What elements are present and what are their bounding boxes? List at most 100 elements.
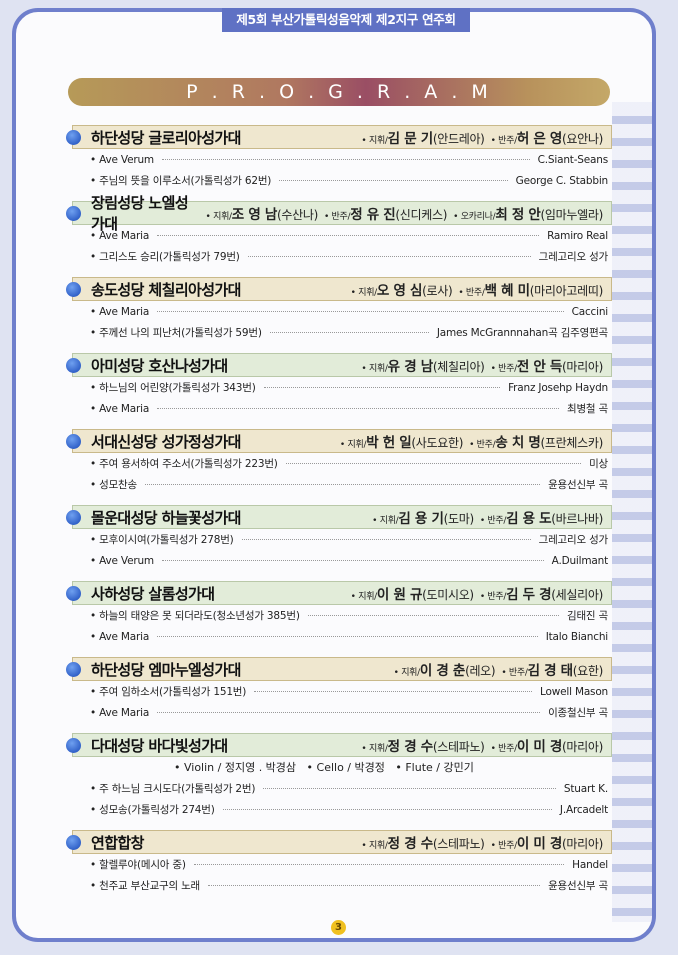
- staff-saint-name: (마리아): [562, 740, 603, 754]
- header-tab: 제5회 부산가톨릭성음악제 제2지구 연주회: [222, 8, 470, 32]
- piece-title: • 주께선 나의 피난처(가톨릭성가 59번): [90, 327, 262, 339]
- staff-name: 박 헌 일: [366, 435, 412, 451]
- program-section: 장림성당 노엘성가대 • 지휘/조 영 남(수산나) • 반주/정 유 진(신디케…: [66, 194, 612, 267]
- composer: Stuart K.: [563, 782, 608, 795]
- staff-role: • 반주/: [501, 668, 528, 678]
- staff-role: • 반주/: [323, 212, 351, 222]
- program-item: • 주여 용서하여 주소서(가톨릭성가 223번) 미상: [68, 453, 612, 474]
- dotted-leader: [161, 159, 530, 160]
- staff-credits: • 지휘/김 문 기(안드레아) • 반주/허 은 영(요안나): [355, 127, 603, 147]
- dotted-leader: [157, 311, 564, 312]
- bullet-icon: [66, 586, 81, 601]
- staff-saint-name: (로사): [422, 284, 453, 298]
- staff-name: 이 경 춘: [419, 663, 466, 679]
- staff-role: • 반주/: [469, 440, 496, 450]
- program-section: 다대성당 바다빛성가대 • 지휘/정 경 수(스테파노) • 반주/이 미 경(마…: [66, 733, 612, 820]
- staff-saint-name: (체칠리아): [432, 360, 485, 374]
- composer: A.Duilmant: [551, 554, 609, 567]
- staff-saint-name: (프란체스카): [540, 436, 604, 450]
- choir-name: 몰운대성당 하늘꽃성가대: [91, 508, 241, 527]
- staff-role: • 지휘/: [372, 516, 399, 526]
- composer: Italo Bianchi: [545, 630, 608, 643]
- section-header: 연합합창 • 지휘/정 경 수(스테파노) • 반주/이 미 경(마리아): [66, 830, 612, 854]
- program-item: • 모후이시여(가톨릭성가 278번) 그레고리오 성가: [68, 529, 612, 550]
- staff-saint-name: (신디케스): [395, 208, 448, 222]
- staff-credits: • 지휘/오 영 심(로사) • 반주/백 혜 미(마리아고레띠): [345, 279, 604, 299]
- piece-title: • Ave Verum: [90, 153, 154, 166]
- composer: Lowell Mason: [540, 685, 608, 698]
- dotted-leader: [157, 235, 540, 236]
- choir-name: 하단성당 엠마누엘성가대: [91, 660, 241, 679]
- section-header: 사하성당 살롬성가대 • 지휘/이 원 규(도미시오) • 반주/김 두 경(세실…: [66, 581, 612, 605]
- program-section: 몰운대성당 하늘꽃성가대 • 지휘/김 용 기(도마) • 반주/김 용 도(바르…: [66, 505, 612, 571]
- program-item: • Ave Maria Ramiro Real: [68, 225, 612, 246]
- program-item: • 주님의 뜻을 이루소서(가톨릭성가 62번) George C. Stabbi…: [68, 170, 612, 191]
- program-item: • 주 하느님 크시도다(가톨릭성가 2번) Stuart K.: [68, 778, 612, 799]
- staff-name: 유 경 남: [387, 359, 433, 375]
- staff-name: 송 치 명: [495, 435, 541, 451]
- program-item: • Ave Maria Italo Bianchi: [68, 626, 612, 647]
- staff-name: 전 안 득: [516, 359, 563, 375]
- program-item: • 할렐루야(메시아 중) Handel: [68, 854, 612, 875]
- composer: J.Arcadelt: [559, 803, 608, 816]
- staff-saint-name: (도마): [443, 512, 475, 526]
- piece-title: • 할렐루야(메시아 중): [90, 859, 186, 871]
- staff-saint-name: (레오): [465, 664, 496, 678]
- dotted-leader: [263, 387, 501, 388]
- staff-role: • 지휘/: [339, 440, 367, 450]
- choir-name: 서대신성당 성가정성가대: [91, 432, 241, 451]
- piece-title: • 그리스도 승리(가톨릭성가 79번): [90, 251, 240, 263]
- dotted-leader: [247, 256, 531, 257]
- choir-name: 다대성당 바다빛성가대: [91, 736, 228, 755]
- piece-title: • 주님의 뜻을 이루소서(가톨릭성가 62번): [90, 175, 272, 187]
- staff-saint-name: (사도요한): [411, 436, 464, 450]
- staff-role: • 반주/: [490, 136, 518, 146]
- piece-title: • Ave Maria: [90, 305, 150, 318]
- staff-role: • 지휘/: [361, 364, 388, 374]
- dotted-leader: [307, 615, 560, 616]
- composer: 윤용선신부 곡: [548, 880, 608, 892]
- composer: George C. Stabbin: [515, 174, 609, 187]
- staff-credits: • 지휘/박 헌 일(사도요한) • 반주/송 치 명(프란체스카): [334, 431, 603, 451]
- dotted-leader: [157, 408, 560, 409]
- staff-role: • 지휘/: [393, 668, 421, 678]
- staff-role: • 반주/: [490, 841, 518, 851]
- staff-credits: • 지휘/조 영 남(수산나) • 반주/정 유 진(신디케스) • 오카리나/최 …: [200, 203, 604, 223]
- piano-keys-decoration: [612, 102, 652, 922]
- staff-role: • 지휘/: [361, 136, 388, 146]
- bullet-icon: [66, 282, 81, 297]
- composer: 김태진 곡: [567, 610, 608, 622]
- staff-name: 김 용 기: [398, 511, 444, 527]
- staff-name: 최 정 안: [495, 207, 541, 223]
- staff-saint-name: (안드레아): [432, 132, 485, 146]
- staff-name: 조 영 남: [231, 207, 277, 223]
- dotted-leader: [157, 712, 541, 713]
- staff-saint-name: (요안나): [562, 132, 603, 146]
- staff-role: • 오카리나/: [453, 212, 496, 222]
- staff-name: 허 은 영: [516, 131, 563, 147]
- piece-title: • 하느님의 어린양(가톨릭성가 343번): [90, 382, 256, 394]
- piece-title: • 천주교 부산교구의 노래: [90, 880, 201, 892]
- choir-name: 아미성당 호산나성가대: [91, 356, 228, 375]
- bullet-icon: [66, 510, 81, 525]
- staff-credits: • 지휘/김 용 기(도마) • 반주/김 용 도(바르나바): [366, 507, 603, 527]
- section-header: 하단성당 엠마누엘성가대 • 지휘/이 경 춘(레오) • 반주/김 경 태(요한…: [66, 657, 612, 681]
- dotted-leader: [254, 691, 533, 692]
- piece-title: • 주여 임하소서(가톨릭성가 151번): [90, 686, 247, 698]
- dotted-leader: [263, 788, 556, 789]
- program-item: • Ave Maria 이종철신부 곡: [68, 702, 612, 723]
- dotted-leader: [222, 809, 552, 810]
- program-banner: P . R . O . G . R . A . M: [68, 78, 610, 106]
- program-section: 송도성당 체칠리아성가대 • 지휘/오 영 심(로사) • 반주/백 혜 미(마리…: [66, 277, 612, 343]
- composer: Franz Josehp Haydn: [508, 381, 608, 394]
- composer: Caccini: [571, 305, 609, 318]
- staff-name: 김 문 기: [387, 131, 433, 147]
- dotted-leader: [193, 864, 565, 865]
- program-item: • 하늘의 태양은 못 되더라도(청소년성가 385번) 김태진 곡: [68, 605, 612, 626]
- staff-role: • 반주/: [490, 364, 518, 374]
- bullet-icon: [66, 206, 81, 221]
- program-item: • 천주교 부산교구의 노래 윤용선신부 곡: [68, 875, 612, 896]
- piece-title: • Ave Maria: [90, 402, 150, 415]
- section-header: 하단성당 글로리아성가대 • 지휘/김 문 기(안드레아) • 반주/허 은 영(…: [66, 125, 612, 149]
- bullet-icon: [66, 434, 81, 449]
